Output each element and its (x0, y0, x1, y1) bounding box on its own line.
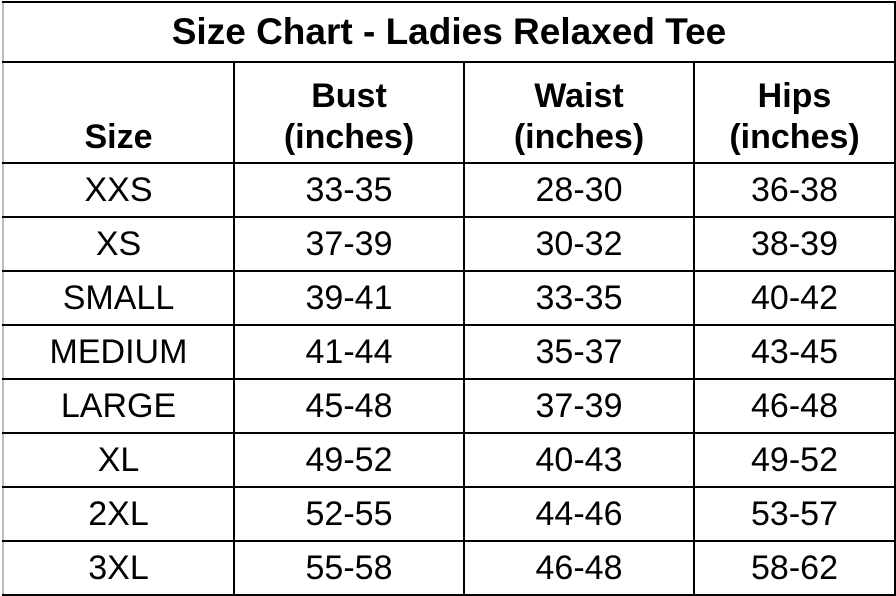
cell-size: LARGE (2, 378, 235, 434)
cell-size: XXS (2, 162, 235, 218)
cell-bust: 41-44 (233, 324, 465, 380)
table-row: 3XL 55-58 46-48 58-62 (2, 540, 896, 596)
cell-size: SMALL (2, 270, 235, 326)
cell-waist: 46-48 (463, 540, 695, 596)
cell-waist: 37-39 (463, 378, 695, 434)
cell-hips: 53-57 (692, 486, 896, 542)
table-row: SMALL 39-41 33-35 40-42 (2, 270, 896, 326)
cell-hips: 36-38 (692, 162, 896, 218)
cell-bust: 33-35 (233, 162, 465, 218)
header-bust: Bust (inches) (233, 61, 465, 164)
cell-waist: 33-35 (463, 270, 695, 326)
header-waist: Waist (inches) (463, 61, 695, 164)
header-size: Size (2, 61, 235, 164)
table-row: LARGE 45-48 37-39 46-48 (2, 378, 896, 434)
header-hips: Hips (inches) (692, 61, 896, 164)
cell-bust: 49-52 (233, 432, 465, 488)
cell-hips: 38-39 (692, 216, 896, 272)
cell-bust: 55-58 (233, 540, 465, 596)
cell-hips: 40-42 (692, 270, 896, 326)
cell-hips: 58-62 (692, 540, 896, 596)
table-row: 2XL 52-55 44-46 53-57 (2, 486, 896, 542)
table-row: XXS 33-35 28-30 36-38 (2, 162, 896, 218)
cell-size: XS (2, 216, 235, 272)
cell-size: 3XL (2, 540, 235, 596)
header-waist-line1: Waist (534, 77, 624, 115)
cell-waist: 35-37 (463, 324, 695, 380)
header-bust-line2: (inches) (283, 118, 415, 156)
header-waist-line2: (inches) (513, 118, 645, 156)
header-bust-line1: Bust (311, 77, 387, 115)
cell-bust: 37-39 (233, 216, 465, 272)
header-hips-line2: (inches) (729, 118, 860, 156)
cell-bust: 39-41 (233, 270, 465, 326)
header-hips-line1: Hips (757, 77, 832, 115)
cell-waist: 40-43 (463, 432, 695, 488)
cell-size: 2XL (2, 486, 235, 542)
cell-waist: 44-46 (463, 486, 695, 542)
cell-waist: 28-30 (463, 162, 695, 218)
table-title: Size Chart - Ladies Relaxed Tee (1, 1, 896, 63)
cell-size: MEDIUM (2, 324, 235, 380)
cell-hips: 43-45 (692, 324, 896, 380)
header-row: Size Bust (inches) Waist (inches) Hips (inches… (2, 61, 896, 164)
title-row: Size Chart - Ladies Relaxed Tee (1, 1, 896, 63)
header-size-line2: Size (84, 118, 153, 156)
cell-waist: 30-32 (463, 216, 695, 272)
cell-size: XL (2, 432, 235, 488)
cell-bust: 52-55 (233, 486, 465, 542)
cell-hips: 49-52 (692, 432, 896, 488)
table-row: MEDIUM 41-44 35-37 43-45 (2, 324, 896, 380)
table-row: XL 49-52 40-43 49-52 (2, 432, 896, 488)
cell-bust: 45-48 (233, 378, 465, 434)
cell-hips: 46-48 (692, 378, 896, 434)
table-row: XS 37-39 30-32 38-39 (2, 216, 896, 272)
